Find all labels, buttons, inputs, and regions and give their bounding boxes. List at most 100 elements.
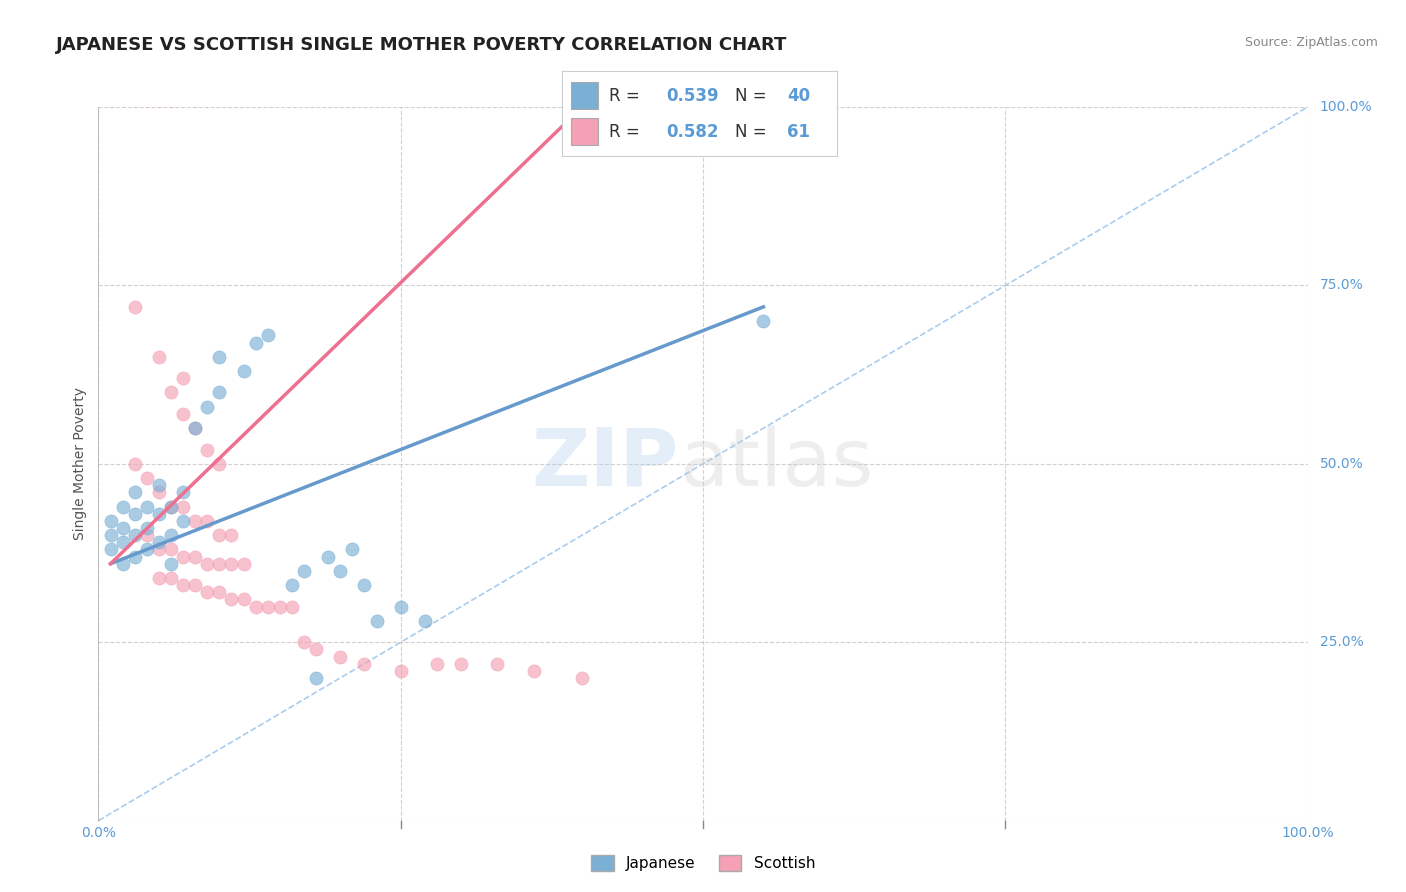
Point — [195, 585, 218, 599]
Point — [413, 614, 436, 628]
Point — [111, 535, 134, 549]
Text: 61: 61 — [787, 122, 810, 141]
Point — [148, 93, 170, 107]
Point — [100, 528, 122, 542]
Point — [208, 557, 231, 571]
Point — [450, 657, 472, 671]
Point — [208, 350, 231, 364]
FancyBboxPatch shape — [571, 82, 598, 110]
Point — [256, 599, 278, 614]
Point — [172, 549, 194, 564]
Y-axis label: Single Mother Poverty: Single Mother Poverty — [73, 387, 87, 541]
Point — [160, 528, 183, 542]
Point — [148, 542, 170, 557]
Point — [172, 578, 194, 592]
Point — [195, 93, 218, 107]
Point — [148, 507, 170, 521]
Point — [1175, 93, 1198, 107]
Point — [571, 671, 593, 685]
Text: 25.0%: 25.0% — [1320, 635, 1364, 649]
Point — [208, 528, 231, 542]
Text: atlas: atlas — [679, 425, 873, 503]
Point — [221, 528, 243, 542]
Point — [135, 521, 157, 535]
Point — [160, 93, 183, 107]
Text: JAPANESE VS SCOTTISH SINGLE MOTHER POVERTY CORRELATION CHART: JAPANESE VS SCOTTISH SINGLE MOTHER POVER… — [56, 36, 787, 54]
Point — [752, 314, 775, 328]
Point — [100, 93, 122, 107]
Point — [426, 657, 449, 671]
Text: 40: 40 — [787, 87, 810, 105]
Point — [160, 500, 183, 514]
Point — [111, 500, 134, 514]
Text: R =: R = — [609, 122, 640, 141]
Text: 0.582: 0.582 — [666, 122, 718, 141]
Point — [160, 93, 183, 107]
Point — [172, 500, 194, 514]
Point — [232, 592, 254, 607]
Point — [124, 528, 146, 542]
Point — [124, 507, 146, 521]
Point — [135, 528, 157, 542]
Point — [281, 599, 304, 614]
Text: R =: R = — [609, 87, 640, 105]
Point — [195, 400, 218, 414]
Text: N =: N = — [735, 122, 766, 141]
Point — [329, 564, 352, 578]
Point — [100, 542, 122, 557]
Point — [135, 471, 157, 485]
Point — [221, 557, 243, 571]
Text: N =: N = — [735, 87, 766, 105]
Text: ZIP: ZIP — [531, 425, 679, 503]
Point — [353, 657, 375, 671]
Point — [221, 592, 243, 607]
Point — [160, 385, 183, 400]
Text: 0.539: 0.539 — [666, 87, 720, 105]
Point — [135, 542, 157, 557]
Text: 50.0%: 50.0% — [1320, 457, 1364, 471]
Point — [160, 500, 183, 514]
Text: 75.0%: 75.0% — [1320, 278, 1364, 293]
Point — [148, 478, 170, 492]
Point — [184, 421, 207, 435]
Point — [184, 549, 207, 564]
Point — [184, 421, 207, 435]
Point — [160, 557, 183, 571]
Point — [100, 514, 122, 528]
Point — [160, 571, 183, 585]
Point — [160, 542, 183, 557]
Point — [195, 557, 218, 571]
Point — [148, 571, 170, 585]
Point — [353, 578, 375, 592]
Point — [184, 93, 207, 107]
Point — [124, 485, 146, 500]
Point — [305, 671, 328, 685]
Point — [208, 385, 231, 400]
Point — [208, 585, 231, 599]
Point — [111, 557, 134, 571]
Point — [342, 542, 364, 557]
Point — [195, 514, 218, 528]
Point — [245, 335, 267, 350]
Point — [292, 564, 315, 578]
Point — [389, 664, 412, 678]
Point — [245, 599, 267, 614]
Point — [172, 514, 194, 528]
Point — [232, 557, 254, 571]
Point — [184, 514, 207, 528]
Point — [329, 649, 352, 664]
Point — [148, 535, 170, 549]
Point — [111, 521, 134, 535]
Text: Source: ZipAtlas.com: Source: ZipAtlas.com — [1244, 36, 1378, 49]
Legend: Japanese, Scottish: Japanese, Scottish — [585, 849, 821, 877]
Point — [292, 635, 315, 649]
Point — [124, 300, 146, 314]
Point — [172, 485, 194, 500]
Point — [389, 599, 412, 614]
Text: 100.0%: 100.0% — [1320, 100, 1372, 114]
Point — [366, 614, 388, 628]
Point — [124, 549, 146, 564]
Point — [124, 457, 146, 471]
FancyBboxPatch shape — [571, 118, 598, 145]
Point — [208, 457, 231, 471]
